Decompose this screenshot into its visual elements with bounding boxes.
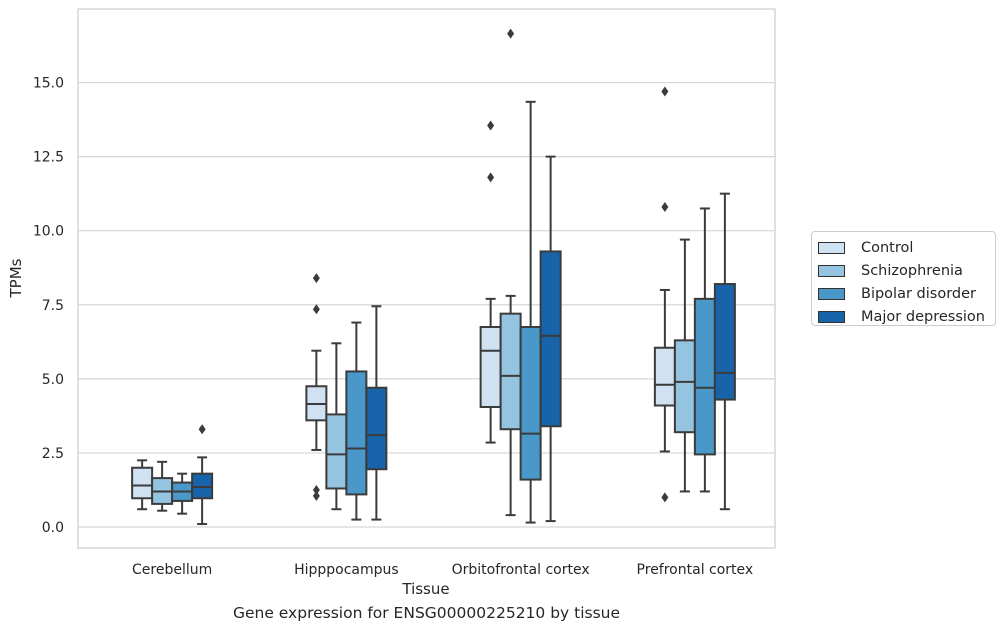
y-tick-label: 12.5 [33,150,64,166]
box-major-depression [365,305,388,521]
box-schizophrenia [673,238,696,493]
legend-item: Control [818,236,995,259]
outlier-point [487,120,495,131]
legend-swatch [818,287,845,300]
box-iqr [653,346,676,407]
box-iqr [325,413,348,490]
box-bipolar-disorder [345,321,368,521]
box-iqr [693,297,716,456]
legend: Control Schizophrenia Bipolar disorder Majo… [811,231,996,326]
x-tick-label: Orbitofrontal cortex [452,562,590,578]
legend-label: Schizophrenia [861,262,963,279]
y-tick-labels: 0.0 2.5 5.0 7.5 10.0 12.5 15.0 [33,76,64,536]
outlier-point [312,490,320,501]
y-axis-title: TPMs [7,258,25,298]
legend-item: Schizophrenia [818,259,995,282]
y-tick-label: 0.0 [42,520,64,536]
box-iqr [499,312,522,431]
y-tick-label: 5.0 [42,372,64,388]
outlier-point [198,424,206,435]
legend-item: Major depression [818,305,995,328]
legend-label: Control [861,239,914,256]
y-tick-label: 10.0 [33,224,64,240]
box-major-depression [539,155,562,523]
outlier-point [661,201,669,212]
box-iqr [345,370,368,496]
legend-label: Bipolar disorder [861,285,976,302]
outlier-point [312,484,320,495]
box-iqr [519,325,542,481]
outlier-point [507,28,515,39]
gridlines [78,81,775,528]
box-major-depression [713,192,736,511]
plot-area-border [77,8,776,549]
x-axis-title: Tissue [401,580,449,598]
x-tick-label: Hipppocampus [294,562,399,578]
legend-item: Bipolar disorder [818,282,995,305]
y-tick-label: 7.5 [42,298,64,314]
outlier-point [661,492,669,503]
outlier-point [661,86,669,97]
box-iqr [131,466,154,500]
box-iqr [479,325,502,408]
y-tick-label: 2.5 [42,446,64,462]
legend-swatch [818,241,845,254]
x-tick-label: Prefrontal cortex [637,562,754,578]
outlier-point [312,304,320,315]
chart-caption: Gene expression for ENSG00000225210 by t… [232,604,621,622]
boxes [131,28,736,526]
box-major-depression [191,424,214,526]
box-control [131,459,154,511]
box-schizophrenia [325,342,348,511]
legend-swatch [818,264,845,277]
outlier-point [312,273,320,284]
x-tick-label: Cerebellum [132,562,212,578]
x-tick-labels: Cerebellum Hipppocampus Orbitofrontal cort… [132,562,753,578]
box-control [305,273,328,501]
outlier-point [487,172,495,183]
legend-label: Major depression [861,308,985,325]
box-iqr [191,472,214,500]
box-iqr [713,283,736,401]
box-iqr [365,386,388,471]
box-bipolar-disorder [519,100,542,524]
box-bipolar-disorder [693,207,716,493]
box-iqr [539,250,562,428]
box-iqr [673,339,696,434]
legend-swatch [818,310,845,323]
y-tick-label: 15.0 [33,76,64,92]
